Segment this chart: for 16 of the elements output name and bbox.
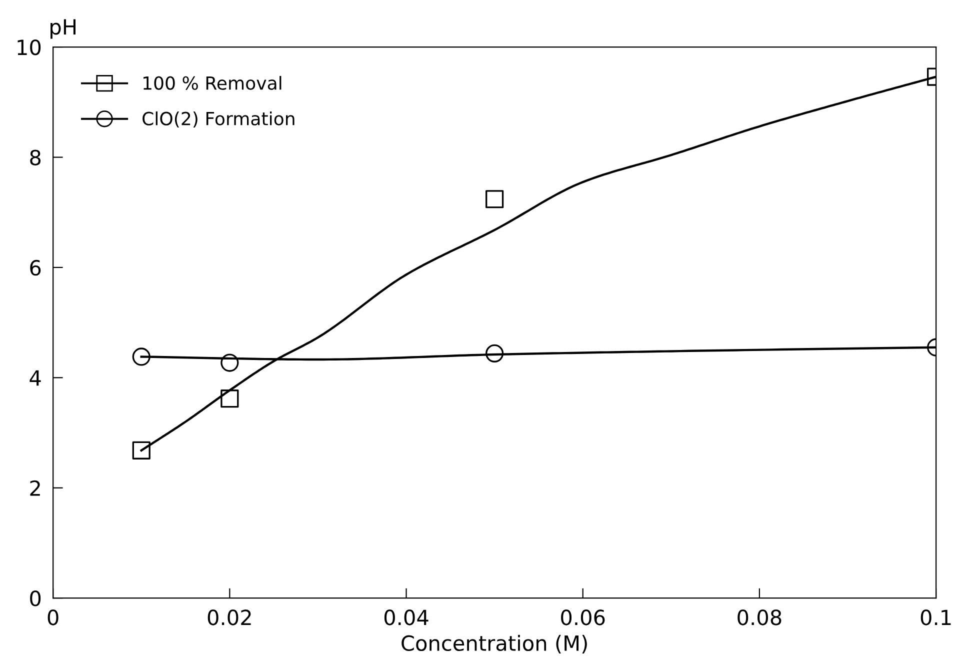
legend-label: 100 % Removal: [144, 76, 282, 90]
y-tick-label: 8: [30, 150, 41, 166]
y-tick-label: 0: [30, 590, 41, 606]
x-tick-label: 0.1: [920, 610, 951, 626]
x-tick-label: 0: [48, 610, 58, 626]
x-tick-label: 0.06: [561, 610, 605, 626]
y-tick-label: 4: [30, 370, 41, 386]
x-tick-label: 0.08: [738, 610, 782, 626]
y-tick-label: 2: [30, 480, 40, 496]
legend-label: ClO(2) Formation: [142, 111, 294, 128]
y-tick-label: 10: [18, 39, 41, 56]
y-axis-title: pH: [50, 19, 76, 39]
x-tick-label: 0.04: [384, 610, 428, 626]
x-axis-title: Concentration (M): [402, 634, 587, 654]
x-tick-label: 0.02: [208, 610, 251, 626]
y-tick-label: 6: [30, 260, 41, 276]
